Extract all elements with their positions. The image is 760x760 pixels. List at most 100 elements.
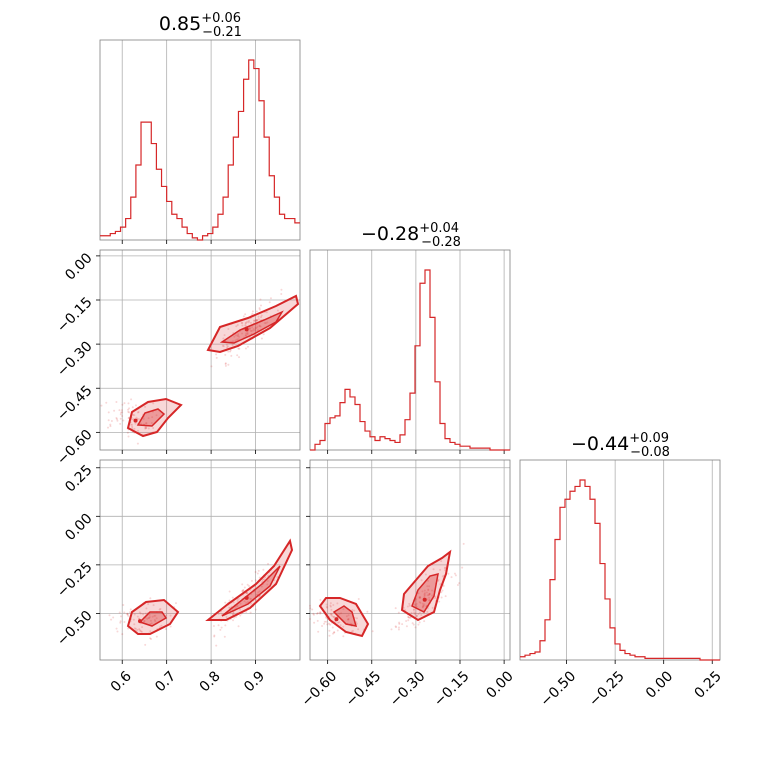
sample-point bbox=[331, 626, 334, 629]
sample-point bbox=[268, 301, 271, 304]
sample-point bbox=[454, 574, 457, 577]
sample-point bbox=[235, 325, 238, 328]
sample-point bbox=[212, 625, 215, 628]
sample-point bbox=[256, 329, 259, 332]
sample-point bbox=[243, 600, 246, 603]
sample-point bbox=[347, 614, 350, 617]
contours-param-1-vs-2 bbox=[126, 294, 300, 438]
sample-point bbox=[427, 579, 430, 582]
sample-point bbox=[115, 418, 118, 421]
sample-point bbox=[397, 626, 400, 629]
sample-point bbox=[244, 334, 247, 337]
sample-point bbox=[246, 345, 249, 348]
sample-point bbox=[127, 402, 130, 405]
title-param-2-median: −0.28 bbox=[361, 223, 419, 245]
sample-point bbox=[136, 417, 139, 420]
sample-point bbox=[390, 628, 393, 631]
sample-point bbox=[347, 618, 350, 621]
sample-point bbox=[100, 404, 103, 407]
sample-point bbox=[149, 622, 152, 625]
sample-point bbox=[138, 628, 141, 631]
sample-point bbox=[127, 627, 130, 630]
sample-point bbox=[144, 612, 147, 615]
sample-point bbox=[258, 324, 261, 327]
sample-point bbox=[257, 591, 260, 594]
sample-point bbox=[119, 620, 122, 623]
sample-point bbox=[142, 417, 145, 420]
sample-point bbox=[225, 343, 228, 346]
sample-point bbox=[394, 607, 397, 610]
sample-point bbox=[146, 617, 149, 620]
sample-point bbox=[169, 625, 172, 628]
sample-point bbox=[412, 608, 415, 611]
sample-point bbox=[260, 316, 263, 319]
sample-point bbox=[441, 589, 444, 592]
sample-point bbox=[133, 623, 136, 626]
sample-point bbox=[143, 619, 146, 622]
sample-point bbox=[229, 349, 232, 352]
y-tick-label: −0.30 bbox=[54, 338, 96, 380]
contour-inner bbox=[219, 310, 284, 344]
sample-point bbox=[332, 604, 335, 607]
sample-point bbox=[129, 608, 132, 611]
sample-point bbox=[428, 592, 431, 595]
sample-point bbox=[316, 612, 319, 615]
sample-point bbox=[326, 623, 329, 626]
sample-point bbox=[427, 589, 430, 592]
x-tick-label: −0.60 bbox=[299, 668, 341, 710]
sample-point bbox=[221, 344, 224, 347]
sample-point bbox=[238, 347, 241, 350]
sample-point bbox=[246, 332, 249, 335]
sample-point bbox=[423, 603, 426, 606]
sample-point bbox=[235, 605, 238, 608]
sample-point bbox=[245, 610, 248, 613]
sample-point bbox=[442, 584, 445, 587]
sample-point bbox=[120, 615, 123, 618]
sample-point bbox=[336, 629, 339, 632]
sample-point bbox=[431, 606, 434, 609]
sample-point bbox=[121, 411, 124, 414]
sample-point bbox=[406, 605, 409, 608]
sample-point bbox=[327, 622, 330, 625]
panel-hist-param-2 bbox=[309, 249, 511, 454]
sample-point bbox=[414, 626, 417, 629]
sample-point bbox=[418, 600, 421, 603]
sample-point bbox=[366, 610, 369, 613]
sample-point bbox=[248, 327, 251, 330]
panel-2d-param-1-vs-3 bbox=[96, 459, 301, 664]
sample-point bbox=[138, 629, 141, 632]
panel-hist-param-3 bbox=[519, 459, 721, 664]
sample-point bbox=[336, 602, 339, 605]
sample-point bbox=[126, 431, 129, 434]
sample-point bbox=[251, 310, 254, 313]
panel-frame bbox=[309, 249, 511, 451]
x-tick-label: −0.15 bbox=[431, 668, 473, 710]
sample-point bbox=[439, 568, 442, 571]
sample-point bbox=[152, 426, 155, 429]
y-tick-label: 0.00 bbox=[62, 250, 95, 283]
sample-point bbox=[126, 613, 129, 616]
sample-point bbox=[256, 572, 259, 575]
sample-point bbox=[444, 567, 447, 570]
sample-point bbox=[342, 635, 345, 638]
sample-point bbox=[258, 325, 261, 328]
title-param-1-minus: −0.21 bbox=[202, 25, 242, 40]
sample-point bbox=[333, 616, 336, 619]
sample-point bbox=[355, 622, 358, 625]
sample-point bbox=[266, 579, 269, 582]
sample-point bbox=[357, 597, 360, 600]
x-tick-label: −0.25 bbox=[586, 668, 628, 710]
sample-point bbox=[418, 595, 421, 598]
sample-point bbox=[333, 631, 336, 634]
sample-point bbox=[461, 566, 464, 569]
sample-point bbox=[325, 603, 328, 606]
panel-frame bbox=[519, 459, 721, 661]
sample-point bbox=[169, 614, 172, 617]
sample-point bbox=[431, 589, 434, 592]
sample-point bbox=[139, 422, 142, 425]
sample-point bbox=[238, 335, 241, 338]
sample-point bbox=[147, 417, 150, 420]
sample-point bbox=[424, 573, 427, 576]
sample-point bbox=[440, 591, 443, 594]
